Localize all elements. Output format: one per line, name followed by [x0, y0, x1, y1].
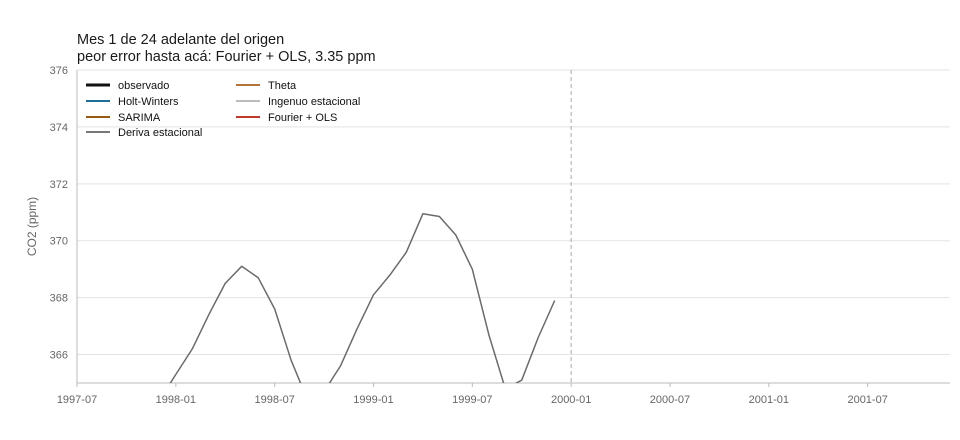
- legend-label: SARIMA: [118, 112, 161, 124]
- series-lines: [169, 212, 556, 383]
- y-tick-label: 366: [50, 350, 68, 362]
- legend-label: Holt-Winters: [118, 96, 179, 108]
- x-tick-label: 2000-07: [650, 394, 690, 406]
- x-tick-label: 1999-01: [353, 394, 393, 406]
- y-tick-label: 376: [50, 65, 68, 77]
- x-tick-label: 1997-07: [57, 394, 97, 406]
- axes: 366 368 370 372 374 376 1997-07 1998-01 1998-07 1…: [50, 65, 950, 406]
- x-tick-label: 1999-07: [452, 394, 492, 406]
- x-tick-label: 2000-01: [551, 394, 591, 406]
- legend-label: Fourier + OLS: [268, 112, 337, 124]
- y-tick-label: 372: [50, 179, 68, 191]
- y-axis-label: CO2 (ppm): [25, 197, 39, 256]
- gridlines: [77, 69, 950, 383]
- legend: observado Theta Holt-Winters Ingenuo estaci…: [86, 80, 360, 139]
- chart-title-line-2: peor error hasta acá: Fourier + OLS, 3.3…: [77, 49, 376, 65]
- legend-label: observado: [118, 80, 169, 92]
- y-tick-label: 368: [50, 293, 68, 305]
- y-tick-label: 374: [50, 122, 68, 134]
- x-tick-label: 2001-07: [847, 394, 887, 406]
- x-tick-label: 1998-01: [156, 394, 196, 406]
- chart-title-line-1: Mes 1 de 24 adelante del origen: [77, 32, 285, 48]
- legend-label: Deriva estacional: [118, 127, 202, 139]
- series-line-deriva-estacional: [169, 212, 556, 383]
- x-tick-label: 2001-01: [749, 394, 789, 406]
- x-tick-label: 1998-07: [254, 394, 294, 406]
- y-tick-label: 370: [50, 236, 68, 248]
- legend-label: Ingenuo estacional: [268, 96, 360, 108]
- legend-label: Theta: [268, 80, 297, 92]
